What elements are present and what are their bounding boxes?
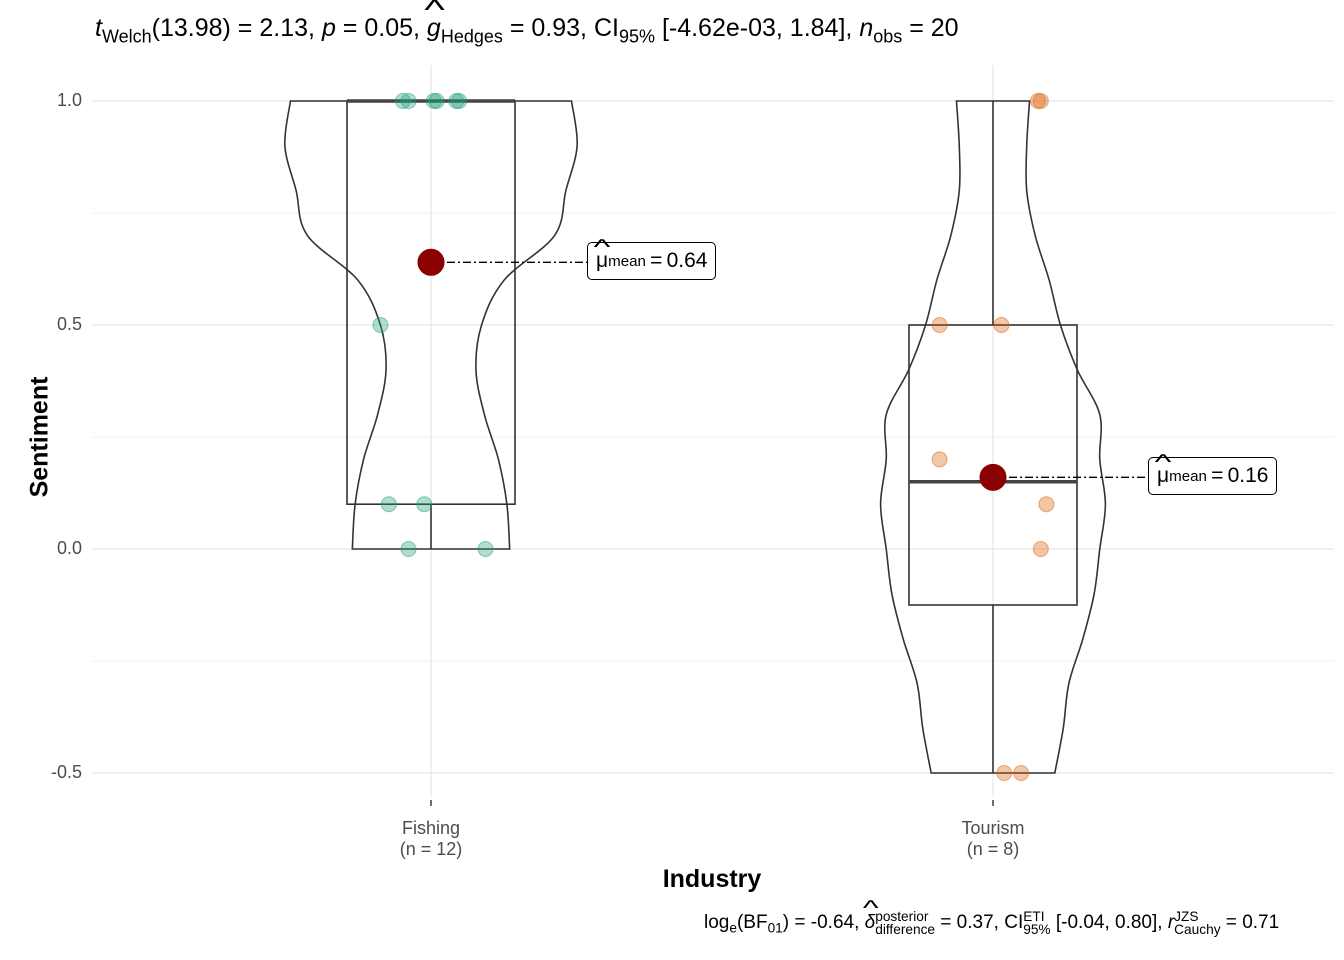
y-tick-label: 1.0 [56,90,82,110]
violin-fishing [284,100,578,550]
chart-caption: loge(BF01) = -0.64, δposteriordifference… [704,910,1279,937]
y-tick-label: 0.0 [56,538,82,558]
data-point [394,93,411,109]
data-point [372,317,389,333]
x-tick-label: Fishing (n = 12) [399,818,463,859]
mean-point [417,248,445,276]
x-axis-ticks [430,800,994,806]
data-point [996,765,1013,781]
data-point [477,541,494,557]
data-point [993,317,1010,333]
mean-markers [417,248,1148,491]
x-tick-label: Tourism (n = 8) [961,818,1025,859]
data-point [400,93,417,109]
data-point [1038,496,1055,513]
data-points [372,93,1055,781]
y-axis-label: Sentiment [25,376,54,498]
y-tick-label: -0.5 [50,762,82,782]
grid [92,65,1334,797]
y-tick-label: 0.5 [56,314,82,334]
violins [284,100,1107,774]
data-point [400,541,417,557]
data-point [931,317,948,333]
chart-title: tWelch(13.98) = 2.13, p = 0.05, gHedges … [95,14,959,47]
data-point [380,496,397,513]
data-point [451,93,468,109]
data-point [1013,765,1030,781]
data-point [416,496,433,513]
violin-tourism [879,100,1107,774]
data-point [1032,93,1049,109]
data-point [1032,541,1049,557]
data-point [931,451,948,468]
x-axis-label: Industry [662,865,762,893]
box-tourism [908,324,1078,606]
mean-point [979,463,1007,491]
data-point [428,93,445,109]
